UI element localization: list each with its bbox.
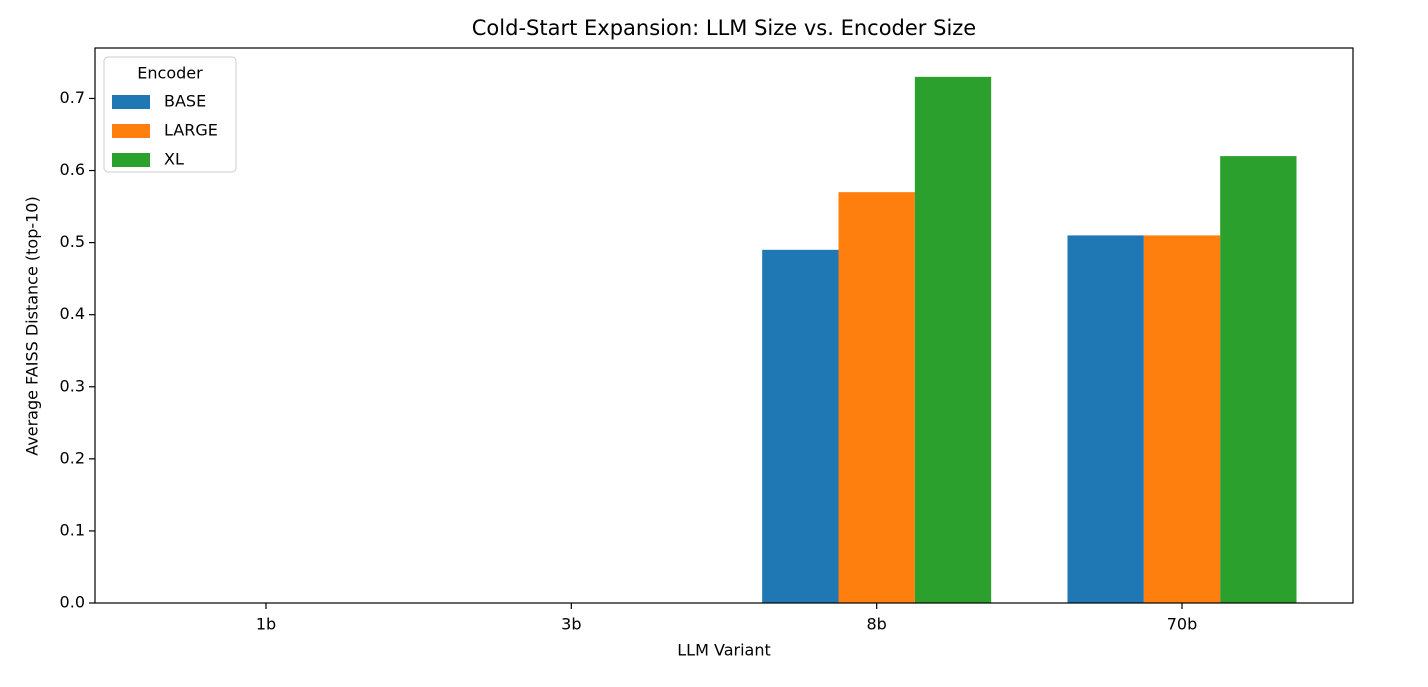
y-axis-label: Average FAISS Distance (top-10) — [23, 196, 42, 455]
legend-label: LARGE — [164, 121, 218, 140]
legend-swatch — [112, 124, 150, 138]
legend-swatch — [112, 153, 150, 167]
legend-title: Encoder — [137, 64, 203, 83]
y-tick-label: 0.7 — [60, 88, 85, 107]
legend-label: XL — [164, 150, 184, 169]
y-tick-label: 0.4 — [60, 304, 85, 323]
chart-title: Cold-Start Expansion: LLM Size vs. Encod… — [472, 16, 976, 40]
plot-frame — [94, 47, 1354, 604]
legend-box — [103, 56, 237, 173]
y-tick-label: 0.0 — [60, 593, 85, 612]
y-tick-label: 0.5 — [60, 232, 85, 251]
x-axis-label: LLM Variant — [677, 641, 770, 660]
y-tick-label: 0.2 — [60, 448, 85, 467]
legend-swatch — [112, 95, 150, 109]
bar — [1220, 156, 1297, 603]
bar — [762, 249, 839, 603]
y-tick-label: 0.3 — [60, 376, 85, 395]
legend-label: BASE — [164, 92, 206, 111]
y-tick-label: 0.1 — [60, 520, 85, 539]
x-tick-label: 3b — [561, 615, 581, 634]
bar — [1143, 235, 1221, 604]
x-tick-label: 1b — [256, 615, 276, 634]
bar — [838, 192, 915, 604]
bar — [1067, 235, 1144, 604]
bar — [914, 76, 992, 603]
x-tick-label: 70b — [1167, 615, 1198, 634]
y-tick-label: 0.6 — [60, 160, 85, 179]
x-tick-label: 8b — [866, 615, 886, 634]
